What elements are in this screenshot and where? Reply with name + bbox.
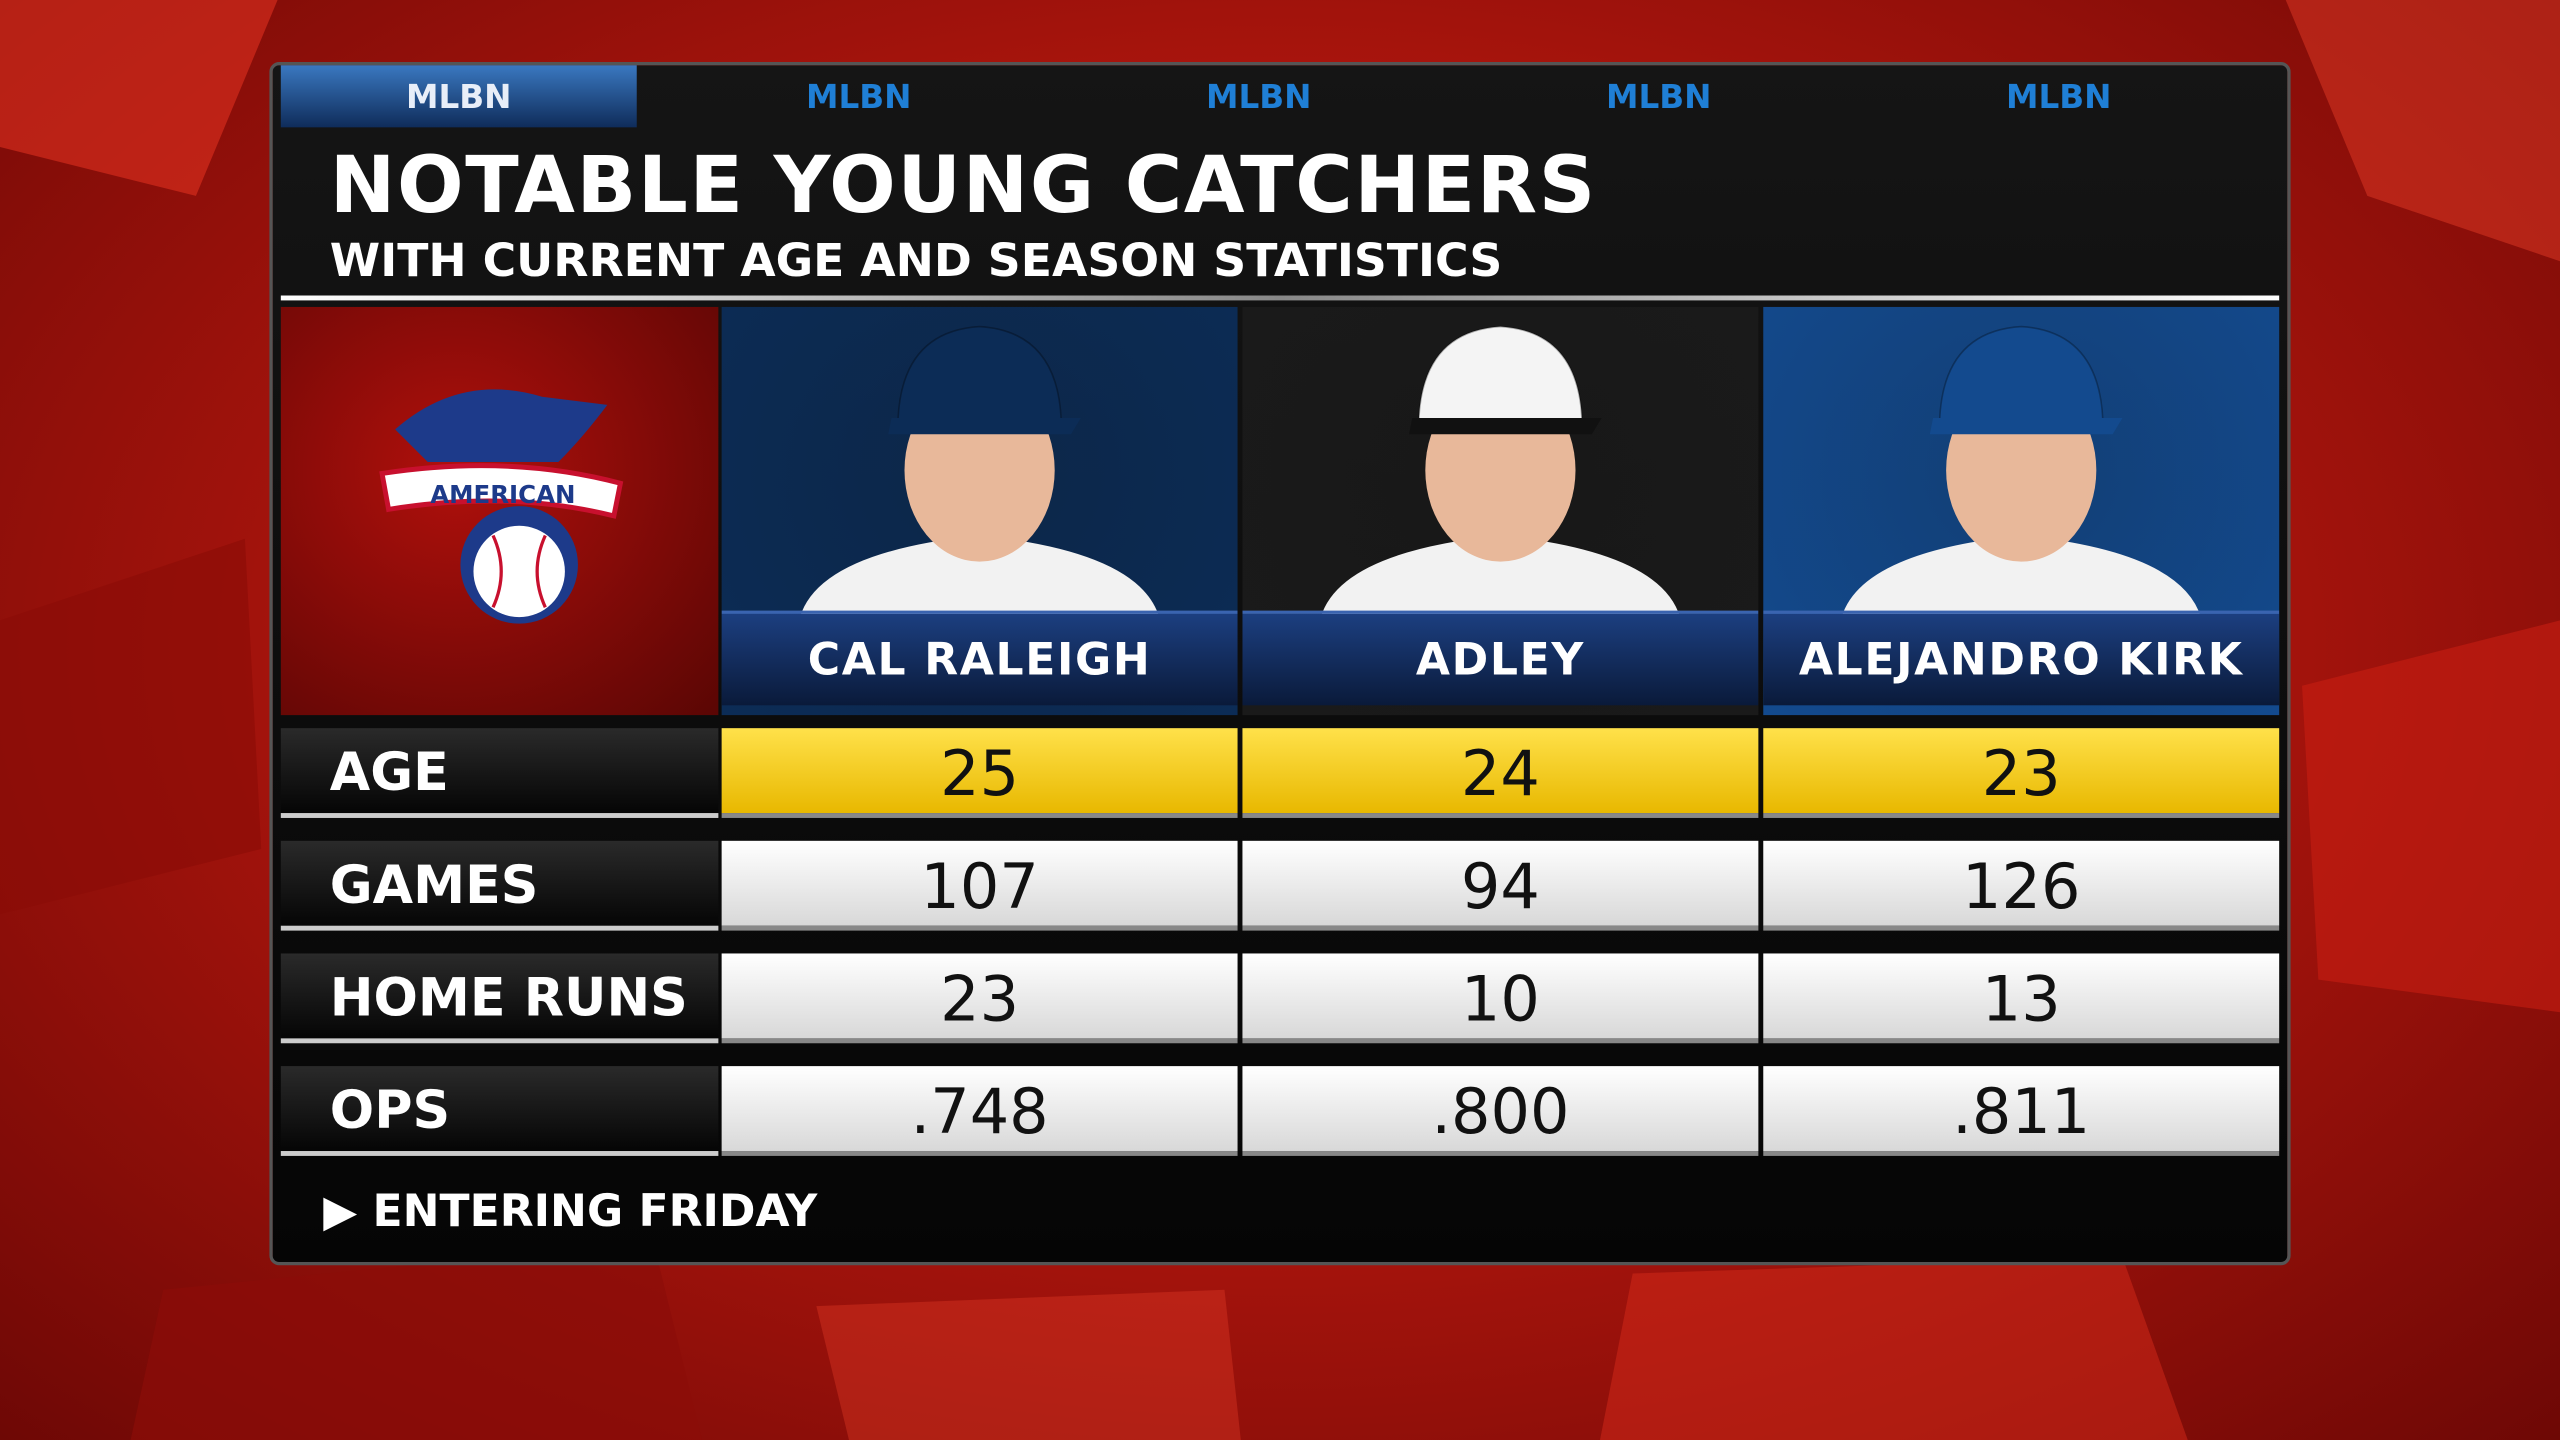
stat-value: 10 (1242, 953, 1759, 1044)
stat-value: 126 (1763, 840, 2280, 931)
league-logo-cell: AMERICAN (280, 306, 719, 716)
stat-value: 23 (1763, 728, 2280, 818)
row-label: OPS (280, 1066, 719, 1156)
tab: MLBN (805, 76, 912, 116)
stat-value: 23 (721, 953, 1238, 1044)
stat-value: .800 (1242, 1066, 1759, 1156)
tab: MLBN (2005, 76, 2112, 116)
stat-value: 24 (1242, 728, 1759, 818)
tab: MLBN (280, 65, 637, 128)
row-label: AGE (280, 728, 719, 818)
divider (280, 295, 2280, 301)
stat-value: 13 (1763, 953, 2280, 1044)
tab: MLBN (1605, 76, 1712, 116)
player-card: ADLEY RUTSCHMAN (1242, 306, 1759, 716)
player-photo (1320, 325, 1680, 618)
footnote-text: ENTERING FRIDAY (372, 1186, 818, 1238)
stat-value: .811 (1763, 1066, 2280, 1156)
stat-value: .748 (721, 1066, 1238, 1156)
subtitle: WITH CURRENT AGE AND SEASON STATISTICS (329, 233, 1503, 288)
stat-value: 94 (1242, 840, 1759, 931)
player-photo (799, 325, 1160, 618)
player-name: CAL RALEIGH (721, 610, 1238, 706)
title: NOTABLE YOUNG CATCHERS (329, 140, 1597, 232)
footnote: ▶ ENTERING FRIDAY (323, 1186, 818, 1238)
player-card: ALEJANDRO KIRK (1763, 306, 2280, 716)
player-card: CAL RALEIGH (721, 306, 1238, 716)
player-photo (1841, 325, 2201, 618)
stat-value: 25 (721, 728, 1238, 818)
player-name: ALEJANDRO KIRK (1763, 610, 2280, 706)
player-name: ADLEY RUTSCHMAN (1242, 610, 1759, 706)
row-label: HOME RUNS (280, 953, 719, 1044)
tab: MLBN (1205, 76, 1312, 116)
stat-value: 107 (721, 840, 1238, 931)
league-logo: AMERICAN (379, 389, 624, 624)
logo-text: AMERICAN (430, 480, 575, 509)
row-label: GAMES (280, 840, 719, 931)
